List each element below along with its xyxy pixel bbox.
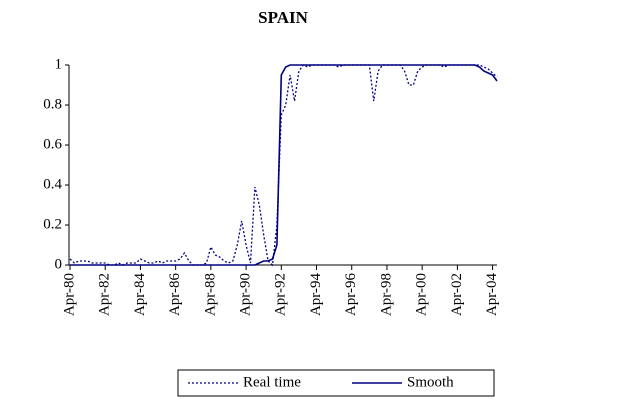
legend-label: Smooth: [407, 374, 454, 390]
x-tick-label: Apr-84: [132, 273, 148, 317]
x-tick-label: Apr-92: [273, 273, 289, 316]
y-tick-label: 0.6: [43, 136, 62, 152]
x-tick-label: Apr-88: [202, 273, 218, 316]
y-tick-label: 0.2: [43, 216, 62, 232]
chart-title: SPAIN: [258, 8, 308, 27]
x-tick-label: Apr-98: [378, 273, 394, 316]
x-tick-label: Apr-80: [61, 273, 77, 316]
x-tick-label: Apr-82: [97, 273, 113, 316]
series-line: [70, 64, 498, 266]
x-tick-label: Apr-02: [449, 273, 465, 316]
y-tick-label: 1: [55, 56, 63, 72]
x-tick-label: Apr-04: [484, 273, 500, 317]
y-tick-label: 0.4: [43, 176, 62, 192]
legend-label: Real time: [243, 374, 301, 390]
x-tick-label: Apr-86: [167, 273, 183, 317]
y-tick-label: 0.8: [43, 96, 62, 112]
x-tick-label: Apr-90: [238, 273, 254, 316]
series-line: [69, 64, 498, 267]
x-tick-label: Apr-00: [414, 273, 430, 316]
x-tick-label: Apr-96: [343, 273, 359, 317]
y-tick-label: 0: [55, 256, 63, 272]
x-tick-label: Apr-94: [308, 273, 324, 317]
legend-box: [177, 369, 495, 397]
